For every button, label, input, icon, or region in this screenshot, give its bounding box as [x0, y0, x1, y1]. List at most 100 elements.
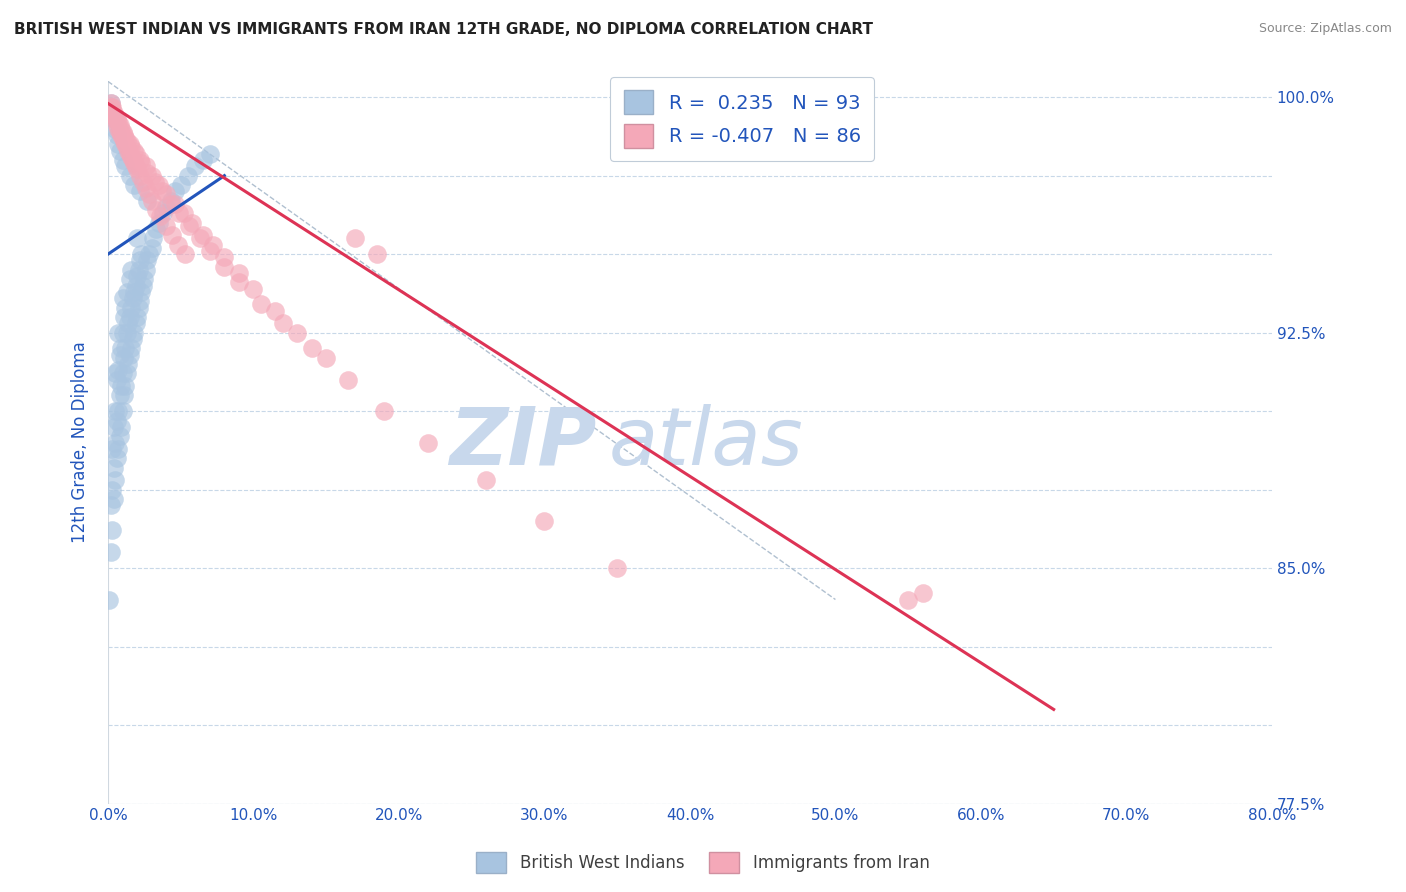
- Point: [344, 231, 367, 245]
- Point: [228, 266, 250, 280]
- Point: [104, 109, 127, 123]
- Point: [111, 367, 134, 381]
- Point: [271, 316, 294, 330]
- Point: [107, 363, 129, 377]
- Point: [179, 219, 201, 233]
- Point: [108, 119, 131, 133]
- Point: [136, 253, 159, 268]
- Point: [118, 272, 141, 286]
- Point: [100, 96, 122, 111]
- Text: ZIP: ZIP: [450, 403, 596, 482]
- Point: [103, 420, 125, 434]
- Point: [108, 388, 131, 402]
- Point: [114, 379, 136, 393]
- Point: [103, 109, 125, 123]
- Point: [127, 162, 149, 177]
- Point: [103, 491, 125, 506]
- Point: [120, 263, 142, 277]
- Point: [107, 137, 129, 152]
- Point: [114, 131, 136, 145]
- Text: Source: ZipAtlas.com: Source: ZipAtlas.com: [1258, 22, 1392, 36]
- Point: [159, 197, 181, 211]
- Point: [98, 592, 121, 607]
- Point: [100, 499, 122, 513]
- Point: [121, 153, 143, 167]
- Point: [120, 301, 142, 315]
- Point: [129, 185, 152, 199]
- Point: [366, 247, 388, 261]
- Point: [108, 144, 131, 158]
- Point: [129, 253, 152, 268]
- Point: [174, 247, 197, 261]
- Point: [120, 342, 142, 356]
- Point: [101, 442, 124, 456]
- Point: [110, 420, 132, 434]
- Point: [134, 272, 156, 286]
- Point: [188, 231, 211, 245]
- Point: [111, 326, 134, 340]
- Point: [110, 121, 132, 136]
- Point: [337, 373, 360, 387]
- Point: [228, 276, 250, 290]
- Point: [117, 144, 139, 158]
- Point: [135, 159, 157, 173]
- Point: [101, 106, 124, 120]
- Point: [138, 187, 160, 202]
- Point: [249, 297, 271, 311]
- Point: [141, 241, 163, 255]
- Point: [101, 524, 124, 538]
- Point: [143, 175, 166, 189]
- Point: [120, 140, 142, 154]
- Point: [118, 348, 141, 362]
- Point: [145, 203, 167, 218]
- Point: [107, 326, 129, 340]
- Point: [117, 357, 139, 371]
- Point: [148, 216, 170, 230]
- Point: [373, 404, 395, 418]
- Point: [181, 216, 204, 230]
- Point: [110, 342, 132, 356]
- Point: [198, 244, 221, 258]
- Point: [198, 146, 221, 161]
- Point: [155, 200, 177, 214]
- Point: [129, 153, 152, 167]
- Point: [533, 514, 555, 528]
- Point: [911, 586, 934, 600]
- Point: [107, 121, 129, 136]
- Point: [112, 351, 135, 365]
- Point: [105, 451, 128, 466]
- Point: [110, 379, 132, 393]
- Text: atlas: atlas: [609, 403, 803, 482]
- Point: [301, 342, 323, 356]
- Point: [122, 326, 145, 340]
- Legend: British West Indians, Immigrants from Iran: British West Indians, Immigrants from Ir…: [470, 846, 936, 880]
- Point: [111, 153, 134, 167]
- Point: [115, 140, 138, 154]
- Point: [104, 435, 127, 450]
- Point: [416, 435, 439, 450]
- Point: [131, 285, 153, 299]
- Point: [107, 442, 129, 456]
- Point: [131, 156, 153, 170]
- Point: [112, 388, 135, 402]
- Point: [606, 561, 628, 575]
- Point: [120, 150, 142, 164]
- Point: [124, 146, 146, 161]
- Point: [129, 169, 152, 183]
- Point: [118, 137, 141, 152]
- Point: [114, 301, 136, 315]
- Point: [122, 285, 145, 299]
- Point: [136, 194, 159, 208]
- Point: [100, 99, 122, 113]
- Point: [141, 194, 163, 208]
- Point: [149, 210, 172, 224]
- Point: [114, 159, 136, 173]
- Point: [136, 165, 159, 179]
- Point: [214, 260, 236, 274]
- Point: [150, 185, 173, 199]
- Point: [122, 178, 145, 192]
- Point: [111, 131, 134, 145]
- Point: [103, 460, 125, 475]
- Point: [111, 404, 134, 418]
- Point: [173, 206, 195, 220]
